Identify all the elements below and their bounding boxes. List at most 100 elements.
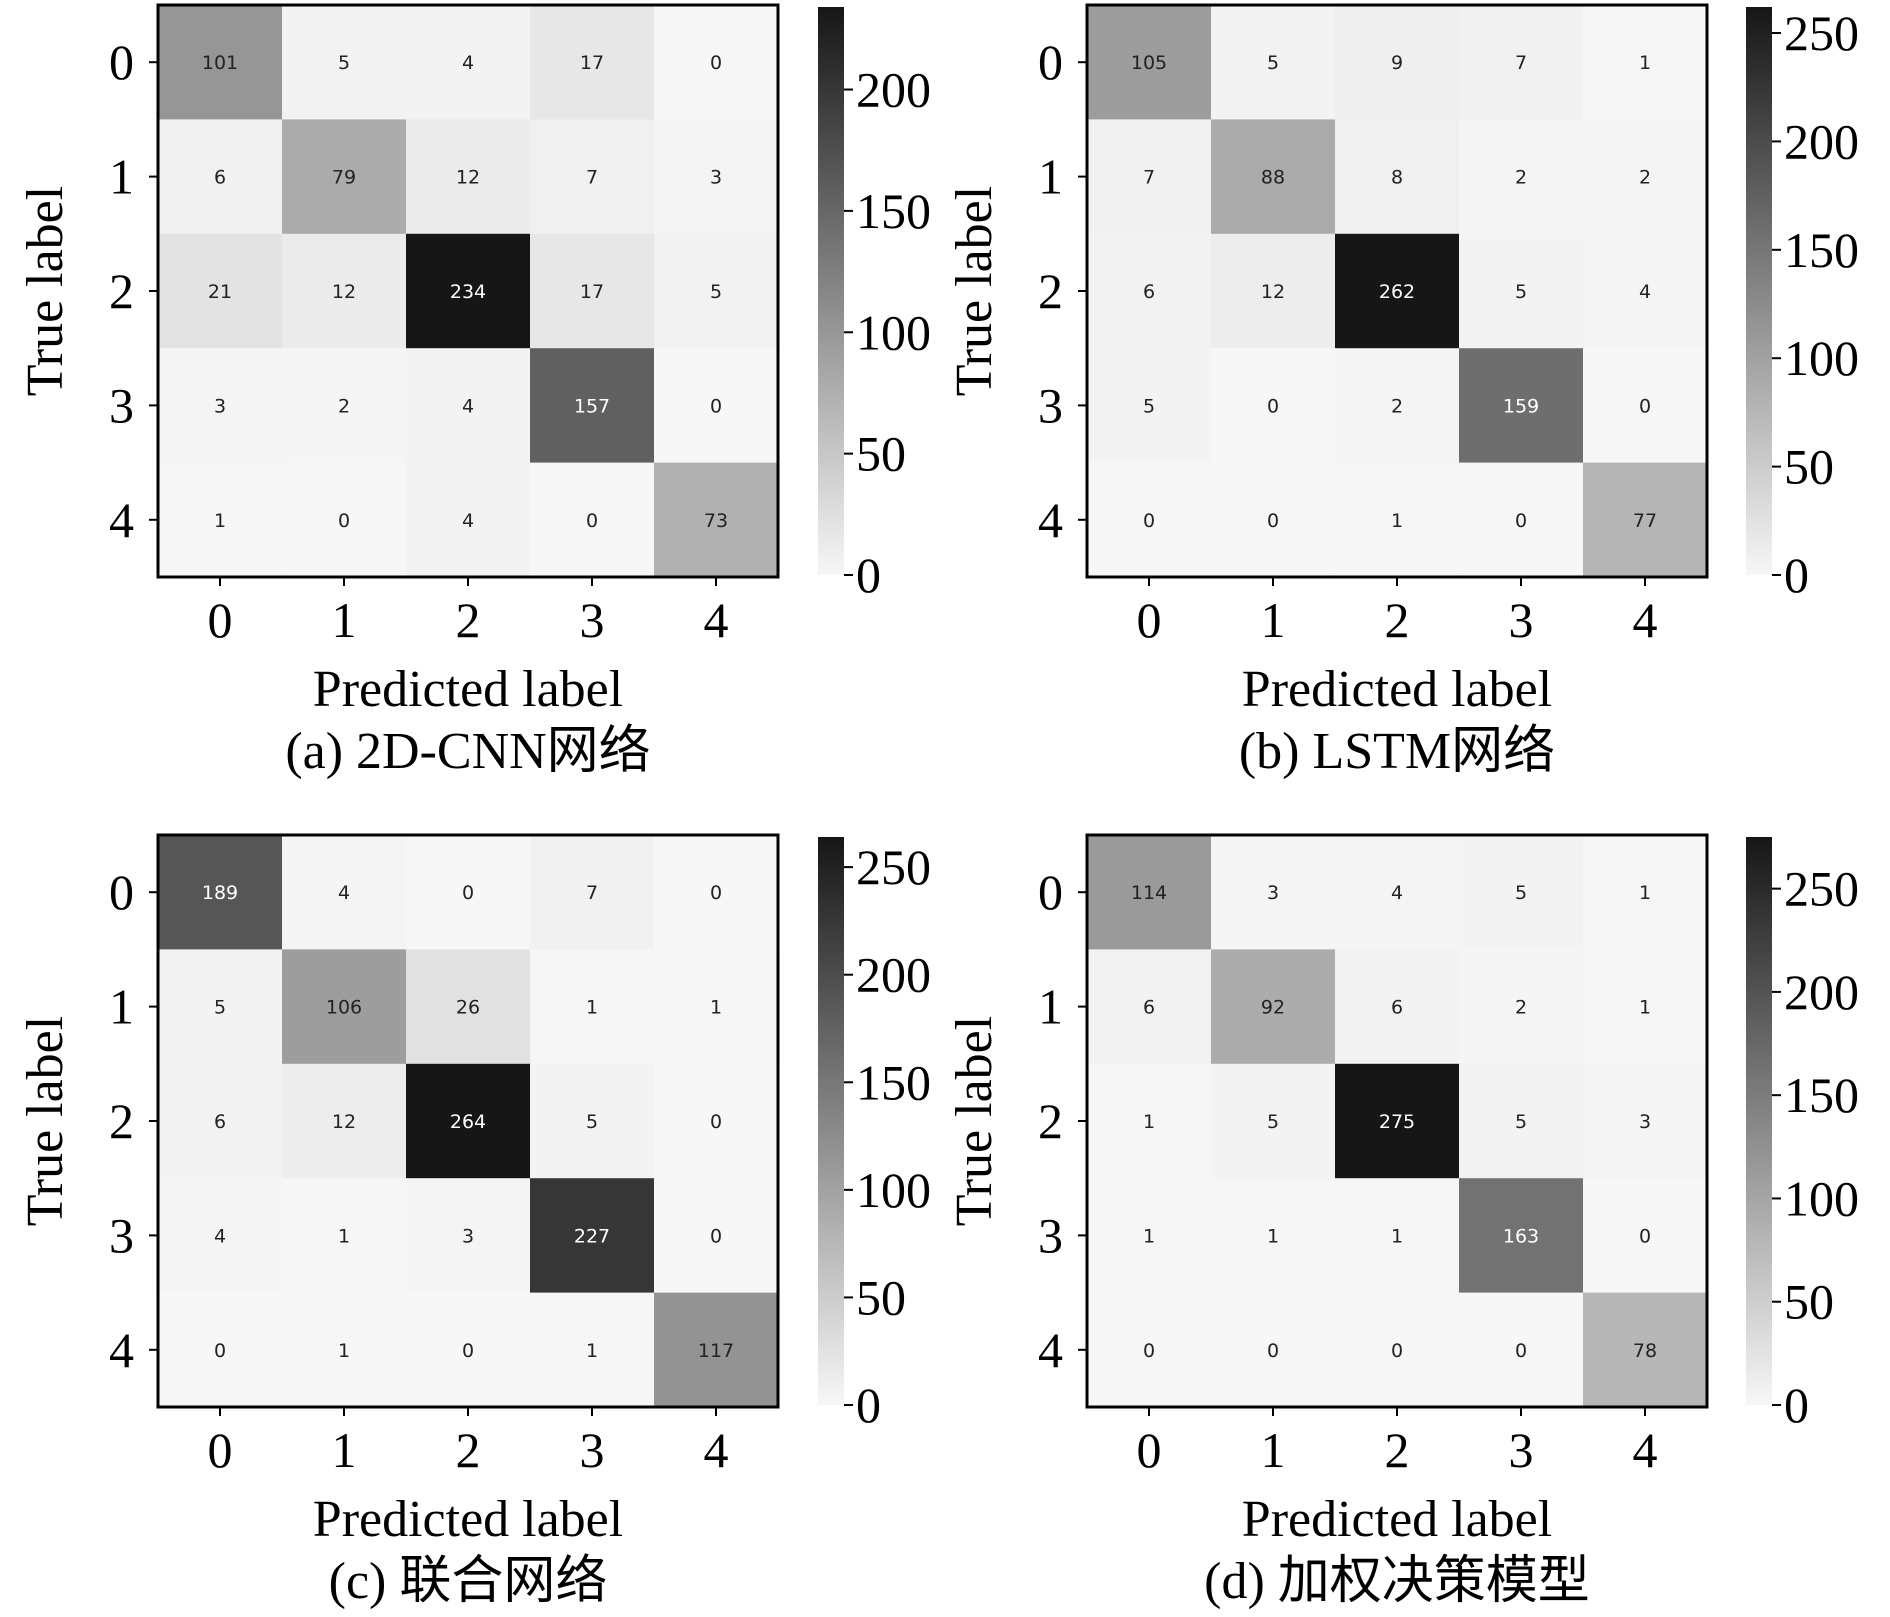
- cell-value-label: 0: [462, 882, 474, 904]
- matrix-cell: [1583, 5, 1708, 120]
- x-tick-label: 1: [332, 1422, 357, 1478]
- cell-value-label: 117: [698, 1340, 734, 1362]
- y-tick-label: 3: [1038, 1207, 1063, 1263]
- matrix-cell: [1459, 835, 1584, 950]
- matrix-cell: [1211, 1292, 1336, 1408]
- cell-value-label: 92: [1261, 997, 1285, 1019]
- cell-value-label: 6: [214, 167, 226, 189]
- matrix-cell: [654, 462, 779, 578]
- colorbar-tick-label: 150: [856, 183, 931, 239]
- cell-value-label: 0: [710, 1111, 722, 1133]
- matrix-cell: [1335, 5, 1460, 120]
- matrix-cell: [1583, 348, 1708, 464]
- matrix-cell: [406, 1063, 531, 1179]
- cell-value-label: 8: [1391, 167, 1403, 189]
- x-tick-label: 1: [332, 592, 357, 648]
- panel-caption-a: (a) 2D-CNN网络: [285, 723, 650, 780]
- cell-value-label: 1: [1391, 1225, 1403, 1247]
- x-tick-label: 3: [1509, 592, 1534, 648]
- cell-value-label: 6: [1143, 281, 1155, 303]
- cell-value-label: 6: [1143, 997, 1155, 1019]
- x-tick-label: 3: [580, 1422, 605, 1478]
- matrix-cell: [158, 1178, 283, 1294]
- matrix-cell: [654, 949, 779, 1065]
- cell-value-label: 4: [1639, 281, 1651, 303]
- y-tick-label: 2: [1038, 263, 1063, 319]
- matrix-cell: [282, 949, 407, 1065]
- cell-value-label: 0: [1515, 1340, 1527, 1362]
- cell-value-label: 3: [1267, 882, 1279, 904]
- colorbar-tick-label: 250: [1784, 861, 1859, 917]
- y-tick-label: 1: [109, 149, 134, 205]
- matrix-cell: [406, 348, 531, 464]
- cell-value-label: 78: [1633, 1340, 1657, 1362]
- matrix-cell: [1087, 462, 1212, 578]
- matrix-cell: [1087, 1063, 1212, 1179]
- matrix-cell: [1087, 949, 1212, 1065]
- matrix-cell: [282, 348, 407, 464]
- matrix-cell: [158, 835, 283, 950]
- matrix-cell: [530, 5, 655, 120]
- matrix-cell: [1087, 1292, 1212, 1408]
- colorbar-tick-label: 0: [856, 547, 881, 603]
- y-tick-label: 4: [109, 492, 134, 548]
- matrix-cell: [1211, 348, 1336, 464]
- panel-caption-d: (d) 加权决策模型: [1204, 1553, 1590, 1610]
- colorbar-tick-label: 250: [856, 839, 931, 895]
- matrix-cell: [406, 1292, 531, 1408]
- cell-value-label: 0: [338, 510, 350, 532]
- matrix-cell: [1459, 1063, 1584, 1179]
- cell-value-label: 7: [1515, 52, 1527, 74]
- matrix-cell: [1211, 233, 1336, 349]
- y-tick-label: 0: [109, 864, 134, 920]
- y-tick-label: 1: [1038, 149, 1063, 205]
- colorbar-tick-label: 100: [856, 304, 931, 360]
- x-tick-label: 0: [1137, 1422, 1162, 1478]
- matrix-cell: [282, 233, 407, 349]
- y-tick-label: 0: [109, 34, 134, 90]
- matrix-cell: [406, 1178, 531, 1294]
- cell-value-label: 163: [1503, 1225, 1539, 1247]
- cell-value-label: 5: [1515, 882, 1527, 904]
- cell-value-label: 0: [462, 1340, 474, 1362]
- x-tick-label: 2: [456, 1422, 481, 1478]
- cell-value-label: 0: [1639, 395, 1651, 417]
- cell-value-label: 5: [586, 1111, 598, 1133]
- cell-value-label: 106: [326, 997, 362, 1019]
- cell-value-label: 6: [214, 1111, 226, 1133]
- matrix-cell: [158, 949, 283, 1065]
- cell-value-label: 4: [462, 52, 474, 74]
- colorbar-tick-label: 0: [1784, 1377, 1809, 1433]
- cell-value-label: 12: [1261, 281, 1285, 303]
- colorbar-tick-label: 200: [1784, 964, 1859, 1020]
- matrix-cell: [654, 1063, 779, 1179]
- panel-a: 101 5 4 17 06 79 12 7 321 12 234 17 53 2 4 157 01 0 4 0 7301…: [17, 3, 931, 780]
- matrix-cell: [1087, 835, 1212, 950]
- cell-value-label: 2: [338, 395, 350, 417]
- matrix-cell: [1211, 462, 1336, 578]
- cell-value-label: 1: [1639, 882, 1651, 904]
- cell-value-label: 0: [214, 1340, 226, 1362]
- matrix-cell: [530, 1063, 655, 1179]
- cell-value-label: 5: [1267, 52, 1279, 74]
- matrix-cell: [282, 1292, 407, 1408]
- matrix-cell: [1335, 949, 1460, 1065]
- matrix-cell: [1211, 1178, 1336, 1294]
- panel-d: 114 3 4 5 1 6 92 6 2 1 1 5 275 5 3 1 1 1 163 0 0 0 0 0 78 0 1 2 3 4 0 1…: [946, 833, 1859, 1610]
- cell-value-label: 17: [580, 52, 604, 74]
- cell-value-label: 5: [214, 997, 226, 1019]
- x-tick-label: 2: [456, 592, 481, 648]
- matrix-cell: [1335, 233, 1460, 349]
- cell-value-label: 0: [1267, 510, 1279, 532]
- cell-value-label: 0: [1267, 1340, 1279, 1362]
- matrix-cell: [1087, 1178, 1212, 1294]
- matrix-cell: [1459, 233, 1584, 349]
- cell-value-label: 2: [1515, 997, 1527, 1019]
- cell-value-label: 0: [710, 1225, 722, 1247]
- cell-value-label: 1: [1143, 1111, 1155, 1133]
- cell-value-label: 9: [1391, 52, 1403, 74]
- colorbar-tick-label: 150: [1784, 1067, 1859, 1123]
- panel-b: 105 5 9 7 17 88 8 2 26 12 262 5 45 0 2 159 00 0 1 0 77012340…: [946, 3, 1859, 780]
- matrix-cell: [282, 835, 407, 950]
- cell-value-label: 0: [710, 52, 722, 74]
